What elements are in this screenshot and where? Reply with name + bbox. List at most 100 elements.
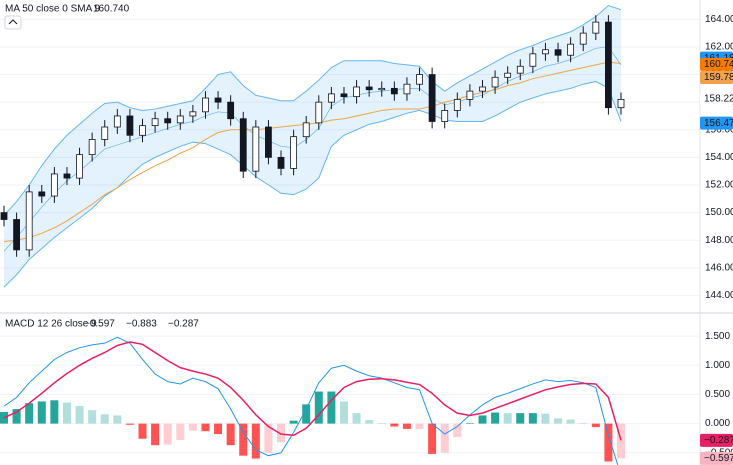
chart-layer: 144.000 146.000 148.000 150.000 152.000 154.0… (0, 4, 733, 465)
price-tag (700, 57, 733, 71)
histogram-bar (25, 403, 34, 424)
histogram-bar (579, 423, 588, 424)
histogram-bar (314, 391, 323, 424)
candle-body (365, 86, 373, 91)
histogram-bar (100, 414, 109, 424)
candle-body (340, 93, 348, 98)
histogram-bar (188, 423, 197, 431)
histogram-bar (327, 391, 336, 424)
histogram-bar (176, 423, 185, 440)
candle-body (50, 173, 58, 197)
histogram-bar (591, 423, 600, 428)
candle-body (327, 93, 335, 103)
macd-line (3, 336, 619, 465)
y-tick-label: 148.000 (705, 235, 733, 246)
candle-body (504, 72, 512, 78)
candle-body (479, 86, 486, 92)
band-fill (4, 5, 621, 288)
histogram-bar (113, 415, 122, 424)
price-tag-label: −0.597 (704, 453, 733, 464)
candle-body (516, 65, 524, 74)
candle-body (605, 21, 612, 109)
price-tag (700, 71, 733, 85)
candle-body (88, 139, 96, 156)
histogram-bar (163, 423, 172, 445)
histogram-bar (440, 423, 449, 453)
price-tag-label: −0.287 (704, 435, 733, 446)
candle-body (25, 191, 33, 251)
histogram-bar (201, 423, 210, 432)
candle-body (302, 122, 310, 138)
candle-body (416, 74, 423, 85)
candle-body (277, 156, 285, 169)
candle-body (390, 87, 398, 95)
price-tag-label: 160.740 (704, 59, 733, 70)
band-lower (3, 80, 622, 288)
macd-value: −0.883 (126, 319, 157, 330)
histogram-bar (226, 423, 235, 446)
candle-body (214, 97, 222, 103)
signal-line (3, 341, 622, 441)
histogram-bar (88, 410, 97, 424)
histogram-bar (503, 413, 512, 424)
y-tick-label: 150.000 (705, 207, 733, 218)
candle-body (38, 191, 46, 197)
macd-value: −0.597 (84, 319, 115, 330)
histogram-bar (214, 423, 223, 435)
candle-body (542, 49, 549, 55)
y-tick-label: 0.500 (705, 389, 730, 400)
histogram-bar (516, 413, 525, 424)
histogram-bar (339, 401, 348, 424)
y-tick-label: 162.000 (705, 42, 733, 53)
y-tick-label: 1.000 (705, 360, 730, 371)
histogram-bar (264, 423, 273, 453)
macd-value: −0.287 (168, 319, 199, 330)
histogram-bar (302, 404, 311, 424)
histogram-bar (390, 423, 399, 427)
candle-body (189, 111, 197, 117)
histogram-bar (453, 423, 462, 438)
candle-body (491, 76, 499, 88)
histogram-bar (465, 423, 474, 424)
candle-body (239, 118, 247, 172)
candle-body (428, 74, 436, 122)
histogram-bar (352, 413, 361, 424)
candle-body (151, 118, 159, 127)
candle-body (252, 126, 260, 172)
histogram-bar (12, 409, 21, 424)
histogram-bar (277, 423, 286, 443)
histogram-bar (478, 415, 487, 424)
price-tag (700, 451, 733, 465)
candle-body (378, 87, 386, 91)
candle-body (13, 219, 20, 251)
candle-body (139, 125, 146, 136)
candle-body (529, 53, 537, 67)
histogram-bar (125, 423, 134, 425)
collapse-button[interactable] (4, 15, 22, 30)
candle-body (403, 83, 411, 95)
price-tag (700, 92, 733, 106)
y-tick-label: 164.000 (705, 14, 733, 25)
histogram-bar (377, 423, 386, 424)
price-tag-label: 156.477 (704, 118, 733, 129)
candle-body (126, 115, 134, 136)
band-basis (3, 46, 622, 252)
histogram-bar (554, 418, 563, 424)
macd-title: MACD 12 26 close 9 (5, 319, 97, 330)
candle-body (176, 115, 184, 124)
histogram-bar (50, 400, 59, 424)
candle-body (353, 86, 360, 98)
y-tick-label: 156.000 (705, 124, 733, 135)
candle-body (63, 173, 71, 179)
collapse-icon (8, 19, 18, 25)
histogram-bar (402, 423, 411, 429)
price-tag-label: 158.225 (704, 94, 733, 105)
indicator-value: 160.740 (93, 4, 130, 15)
candle-body (453, 98, 461, 111)
band-upper (3, 4, 622, 216)
histogram-bar (75, 406, 84, 424)
price-tag (700, 433, 733, 447)
histogram-bar (365, 420, 374, 424)
candle-body (617, 98, 625, 109)
